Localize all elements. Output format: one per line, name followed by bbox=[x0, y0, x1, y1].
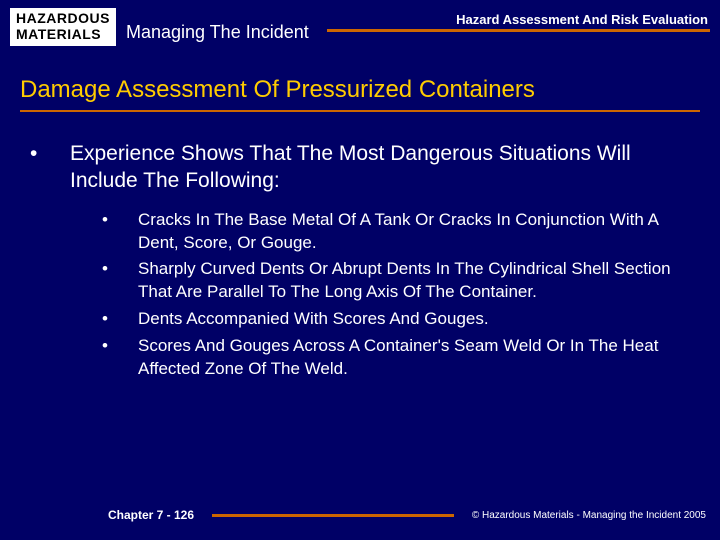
sub-bullet-list: • Cracks In The Base Metal Of A Tank Or … bbox=[30, 195, 680, 382]
lead-bullet-row: • Experience Shows That The Most Dangero… bbox=[30, 140, 680, 195]
bullet-icon: • bbox=[102, 209, 138, 255]
header-right: Hazard Assessment And Risk Evaluation bbox=[309, 8, 710, 32]
logo-box: HAZARDOUS MATERIALS bbox=[10, 8, 116, 46]
lead-text: Experience Shows That The Most Dangerous… bbox=[70, 140, 680, 195]
header: HAZARDOUS MATERIALS Managing The Inciden… bbox=[0, 0, 720, 46]
list-item-text: Scores And Gouges Across A Container's S… bbox=[138, 335, 680, 381]
list-item-text: Sharply Curved Dents Or Abrupt Dents In … bbox=[138, 258, 680, 304]
list-item: • Sharply Curved Dents Or Abrupt Dents I… bbox=[102, 258, 680, 304]
logo-line2: MATERIALS bbox=[16, 26, 110, 42]
header-subtitle: Managing The Incident bbox=[124, 8, 309, 43]
slide-title: Damage Assessment Of Pressurized Contain… bbox=[20, 76, 700, 104]
list-item: • Scores And Gouges Across A Container's… bbox=[102, 335, 680, 381]
chapter-label: Chapter 7 - 126 bbox=[14, 508, 194, 522]
logo-line1: HAZARDOUS bbox=[16, 10, 110, 26]
bullet-icon: • bbox=[102, 308, 138, 331]
list-item: • Cracks In The Base Metal Of A Tank Or … bbox=[102, 209, 680, 255]
footer-rule bbox=[212, 514, 454, 517]
title-area: Damage Assessment Of Pressurized Contain… bbox=[0, 46, 720, 112]
list-item-text: Cracks In The Base Metal Of A Tank Or Cr… bbox=[138, 209, 680, 255]
bullet-icon: • bbox=[102, 335, 138, 381]
content: • Experience Shows That The Most Dangero… bbox=[0, 112, 720, 381]
copyright-text: © Hazardous Materials - Managing the Inc… bbox=[472, 510, 706, 521]
list-item-text: Dents Accompanied With Scores And Gouges… bbox=[138, 308, 680, 331]
header-right-title: Hazard Assessment And Risk Evaluation bbox=[327, 12, 710, 27]
bullet-icon: • bbox=[102, 258, 138, 304]
list-item: • Dents Accompanied With Scores And Goug… bbox=[102, 308, 680, 331]
footer: Chapter 7 - 126 © Hazardous Materials - … bbox=[0, 508, 720, 522]
footer-row: Chapter 7 - 126 © Hazardous Materials - … bbox=[14, 508, 706, 522]
bullet-icon: • bbox=[30, 140, 70, 195]
header-rule bbox=[327, 29, 710, 32]
